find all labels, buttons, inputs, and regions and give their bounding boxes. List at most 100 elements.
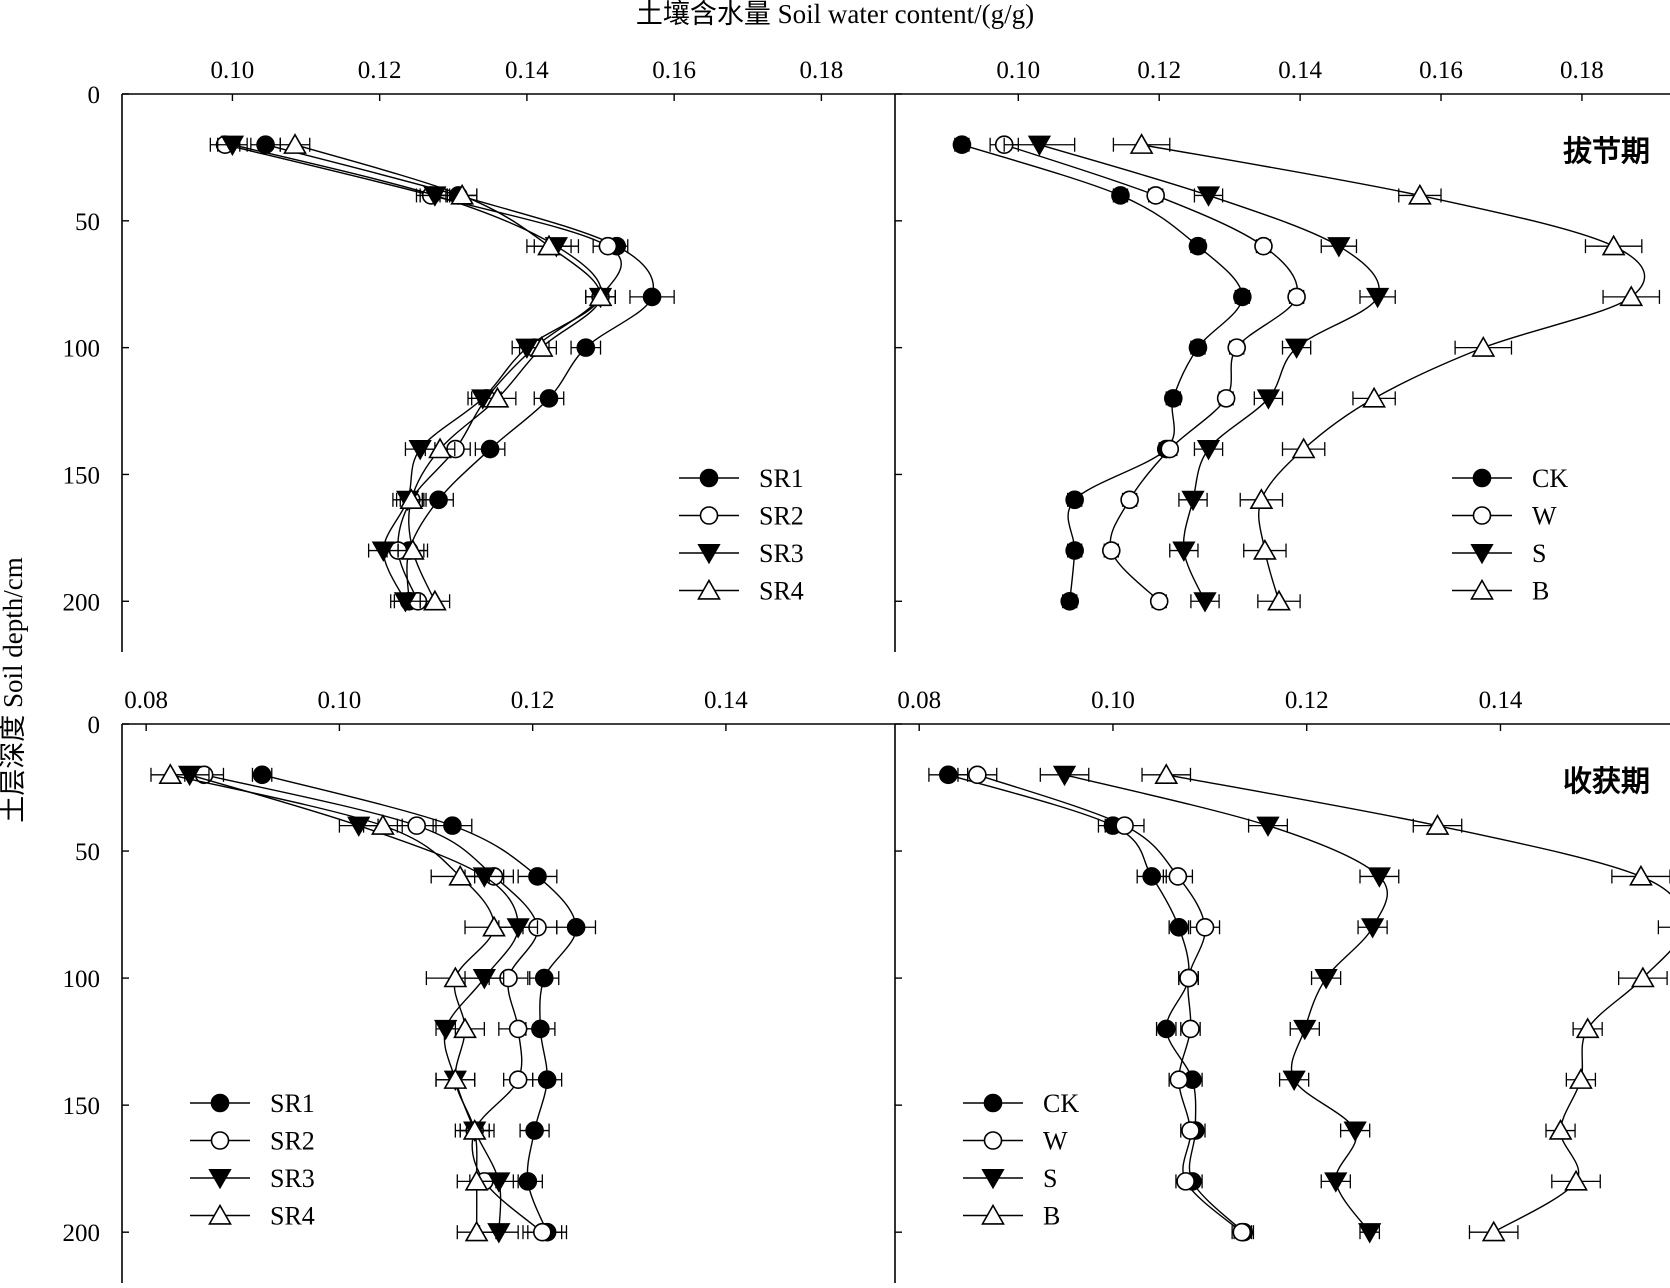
legend-label: SR3 bbox=[270, 1164, 315, 1193]
legend-label: B bbox=[1043, 1202, 1060, 1231]
y-tick-label: 200 bbox=[63, 589, 101, 616]
legend-marker bbox=[1470, 578, 1494, 600]
data-point bbox=[464, 1169, 489, 1191]
y-tick-label: 150 bbox=[63, 1093, 101, 1120]
data-point bbox=[400, 538, 425, 560]
legend-marker bbox=[699, 468, 719, 488]
y-tick-label: 150 bbox=[63, 462, 101, 489]
data-point bbox=[1314, 969, 1338, 990]
data-point bbox=[506, 918, 530, 939]
data-point bbox=[1169, 1070, 1189, 1090]
data-point bbox=[1172, 541, 1196, 562]
legend-label: S bbox=[1532, 539, 1546, 568]
data-point bbox=[1408, 183, 1432, 205]
data-point bbox=[1169, 917, 1189, 937]
y-tick-label: 0 bbox=[88, 712, 101, 739]
legend-label: SR4 bbox=[270, 1202, 315, 1231]
legend-label: W bbox=[1532, 502, 1557, 531]
panel-top-right: 0.10 0.12 0.14 0.16 0.18 拔节期 CK WSB bbox=[894, 57, 1670, 652]
legend-label: SR2 bbox=[759, 502, 804, 531]
series-line bbox=[1166, 774, 1670, 1233]
data-point bbox=[1481, 1220, 1506, 1242]
data-point bbox=[1156, 1019, 1176, 1039]
data-point bbox=[1160, 439, 1180, 459]
series-line bbox=[1141, 144, 1646, 602]
data-point bbox=[393, 592, 418, 613]
x-tick-label: 0.08 bbox=[124, 687, 168, 714]
data-point bbox=[529, 336, 554, 357]
data-point bbox=[1601, 234, 1626, 256]
series-line bbox=[977, 774, 1243, 1233]
data-point bbox=[1146, 186, 1165, 205]
data-point bbox=[1358, 1223, 1382, 1244]
data-point bbox=[1052, 765, 1077, 787]
y-tick-label: 0 bbox=[88, 82, 101, 109]
data-point bbox=[408, 440, 432, 461]
data-point bbox=[533, 1222, 552, 1242]
legend-marker bbox=[1472, 506, 1492, 525]
legend: CK WSB bbox=[963, 1089, 1079, 1231]
series-line bbox=[265, 144, 655, 602]
data-point bbox=[1249, 488, 1274, 510]
x-tick-label: 0.14 bbox=[704, 687, 748, 714]
data-point bbox=[1065, 541, 1084, 560]
x-tick-label: 0.14 bbox=[1479, 687, 1523, 714]
data-point bbox=[1065, 490, 1084, 510]
x-tick-label: 0.10 bbox=[211, 57, 255, 84]
y-tick-label: 50 bbox=[75, 209, 100, 236]
data-point bbox=[158, 763, 183, 785]
legend-label: SR1 bbox=[270, 1089, 315, 1118]
legend-label: SR2 bbox=[270, 1127, 315, 1156]
x-tick-label: 0.18 bbox=[1560, 57, 1604, 84]
series-SR4 bbox=[279, 133, 616, 611]
legend-marker bbox=[697, 578, 721, 600]
data-point bbox=[508, 1070, 528, 1090]
data-point bbox=[1181, 1121, 1200, 1140]
data-point bbox=[576, 338, 596, 357]
legend-label: SR4 bbox=[759, 577, 804, 606]
data-point bbox=[480, 439, 500, 459]
series-CK bbox=[928, 765, 1255, 1242]
data-point bbox=[938, 765, 958, 785]
data-point bbox=[534, 968, 554, 988]
data-point bbox=[487, 1223, 511, 1244]
legend-label: SR3 bbox=[759, 539, 804, 568]
data-point bbox=[1471, 336, 1496, 357]
data-point bbox=[252, 765, 272, 785]
data-point bbox=[487, 1172, 511, 1193]
data-point bbox=[371, 814, 395, 835]
data-point bbox=[1111, 186, 1130, 205]
legend-marker bbox=[208, 1203, 232, 1225]
data-point bbox=[1168, 867, 1188, 886]
data-point bbox=[1154, 763, 1179, 785]
x-tick-label: 0.12 bbox=[358, 57, 402, 84]
data-point bbox=[1365, 287, 1390, 309]
x-tick-label: 0.14 bbox=[1278, 57, 1322, 84]
legend-marker bbox=[983, 1131, 1003, 1150]
series-S bbox=[1039, 765, 1400, 1244]
data-point bbox=[1254, 236, 1273, 256]
data-point bbox=[1227, 338, 1247, 357]
legend-marker bbox=[699, 506, 719, 525]
data-point bbox=[1115, 816, 1134, 835]
data-point bbox=[399, 488, 424, 510]
data-point bbox=[482, 915, 506, 937]
panel-top-left: 0.10 0.12 0.14 0.16 0.18050100150200SR1SR2SR… bbox=[63, 57, 895, 652]
data-point bbox=[1267, 589, 1291, 611]
data-point bbox=[1232, 1222, 1252, 1242]
y-tick-label: 100 bbox=[63, 966, 101, 993]
legend: SR1 SR2 SR3 SR4 bbox=[679, 464, 804, 606]
legend-marker bbox=[1472, 468, 1492, 488]
y-axis-title: 土层深度 Soil depth/cm bbox=[0, 557, 28, 823]
data-point bbox=[220, 135, 245, 157]
series-SR1 bbox=[251, 765, 597, 1242]
data-point bbox=[588, 285, 613, 307]
data-point bbox=[1195, 917, 1215, 937]
data-point bbox=[537, 234, 561, 256]
series-W bbox=[989, 135, 1306, 611]
data-point bbox=[428, 437, 452, 459]
x-tick-label: 0.12 bbox=[511, 687, 555, 714]
series-B bbox=[1112, 133, 1661, 611]
data-point bbox=[1188, 338, 1208, 357]
